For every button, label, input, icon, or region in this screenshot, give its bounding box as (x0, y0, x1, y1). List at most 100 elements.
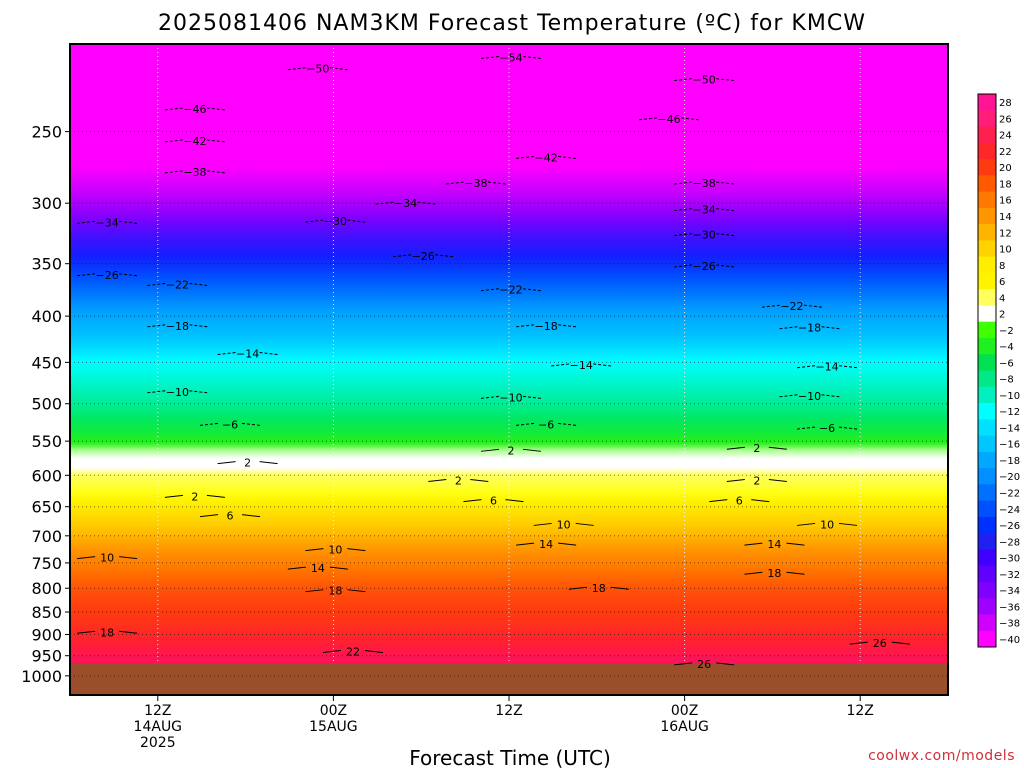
contour-label: 6 (227, 510, 234, 523)
contour-segment (322, 650, 342, 654)
contour-segment (674, 662, 693, 666)
contour-segment (674, 233, 693, 237)
contour-label: −18 (798, 322, 821, 335)
contour-segment (786, 542, 805, 546)
colorbar-label: 10 (999, 245, 1012, 256)
chart-title: 2025081406 NAM3KM Forecast Temperature (… (158, 11, 866, 36)
contour-label: 10 (100, 552, 114, 565)
contour-segment (305, 589, 324, 593)
contour-segment (786, 571, 805, 575)
contour-label: 18 (592, 582, 606, 595)
colorbar-label: −26 (999, 521, 1020, 532)
colorbar-swatch (978, 533, 996, 550)
contour-label: 18 (328, 585, 342, 598)
contour-segment (516, 324, 535, 328)
x-tick-label: 2025 (140, 735, 176, 751)
contour-segment (259, 461, 278, 465)
contour-segment (417, 201, 436, 205)
y-tick-label: 250 (31, 123, 62, 142)
contour-label: −50 (306, 63, 329, 76)
contour-segment (287, 566, 306, 570)
contour-segment (744, 542, 763, 546)
contour-label: −18 (166, 320, 189, 333)
contour-segment (77, 273, 96, 277)
colorbar-swatch (978, 598, 996, 615)
y-tick-label: 400 (31, 307, 62, 326)
contour-label: 2 (508, 444, 515, 457)
contour-label: 14 (311, 562, 325, 575)
y-tick-label: 700 (31, 527, 62, 546)
contour-segment (428, 479, 447, 482)
contour-label: 10 (328, 544, 342, 557)
contour-label: −22 (780, 300, 803, 313)
credit-link[interactable]: coolwx.com/models (868, 748, 1015, 764)
contour-segment (393, 254, 412, 258)
contour-segment (674, 264, 693, 268)
colorbar-swatch (978, 272, 996, 290)
contour-segment (199, 422, 219, 426)
colorbar-frame (977, 93, 997, 648)
colorbar-swatch (978, 581, 996, 599)
contour-segment (716, 208, 735, 212)
colorbar-label: −40 (999, 635, 1020, 646)
contour-segment (217, 352, 236, 356)
contour-segment (716, 662, 735, 666)
contour-segment (241, 514, 261, 518)
colorbar-swatch (978, 191, 996, 209)
colorbar-label: −38 (999, 619, 1020, 630)
contour-segment (768, 446, 787, 450)
contour-label: −34 (96, 216, 119, 229)
contour-segment (199, 514, 219, 518)
contour-segment (147, 282, 166, 286)
contour-label: −26 (96, 269, 119, 282)
colorbar-label: 8 (999, 261, 1005, 272)
colorbar-swatch (978, 370, 996, 388)
contour-segment (119, 273, 138, 277)
contour-segment (445, 181, 464, 185)
contour-segment (779, 394, 798, 398)
contour-label: −6 (538, 418, 554, 431)
colorbar-label: −16 (999, 440, 1020, 451)
contour-segment (305, 548, 324, 552)
colorbar-swatch (978, 207, 996, 225)
contour-label: −26 (693, 260, 716, 273)
contour-segment (217, 461, 236, 465)
contour-label: −34 (693, 204, 716, 217)
colorbar-label: 4 (999, 293, 1005, 304)
contour-label: −14 (570, 359, 593, 372)
contour-label: 6 (736, 495, 743, 508)
contour-segment (674, 208, 693, 212)
contour-label: 10 (820, 518, 834, 531)
contour-segment (480, 448, 500, 452)
contour-label: 2 (244, 457, 251, 470)
colorbar-swatch (978, 630, 996, 648)
contour-label: −6 (222, 418, 238, 431)
contour-label: 2 (753, 442, 760, 455)
contour-segment (761, 304, 781, 308)
y-tick-label: 500 (31, 395, 62, 414)
contour-segment (463, 499, 482, 503)
colorbar-swatch (978, 484, 996, 502)
colorbar-label: −2 (999, 326, 1014, 337)
colorbar-swatch (978, 256, 996, 274)
colorbar-swatch (978, 110, 996, 128)
contour-segment (480, 56, 500, 60)
colorbar-label: −22 (999, 488, 1020, 499)
colorbar-swatch (978, 321, 996, 339)
colorbar-label: −28 (999, 537, 1020, 548)
contour-label: −54 (499, 52, 522, 65)
contour-segment (347, 219, 366, 223)
contour-segment (206, 107, 225, 111)
contour-segment (709, 499, 728, 503)
colorbar-label: 20 (999, 163, 1012, 174)
colorbar-label: 14 (999, 212, 1012, 223)
colorbar-label: 18 (999, 179, 1012, 190)
y-tick-label: 800 (31, 579, 62, 598)
contour-label: −26 (412, 250, 435, 263)
contour-label: 6 (490, 495, 497, 508)
contour-label: −10 (798, 390, 821, 403)
colorbar-label: −12 (999, 407, 1020, 418)
contour-label: 2 (191, 490, 198, 503)
contour-segment (821, 394, 840, 398)
